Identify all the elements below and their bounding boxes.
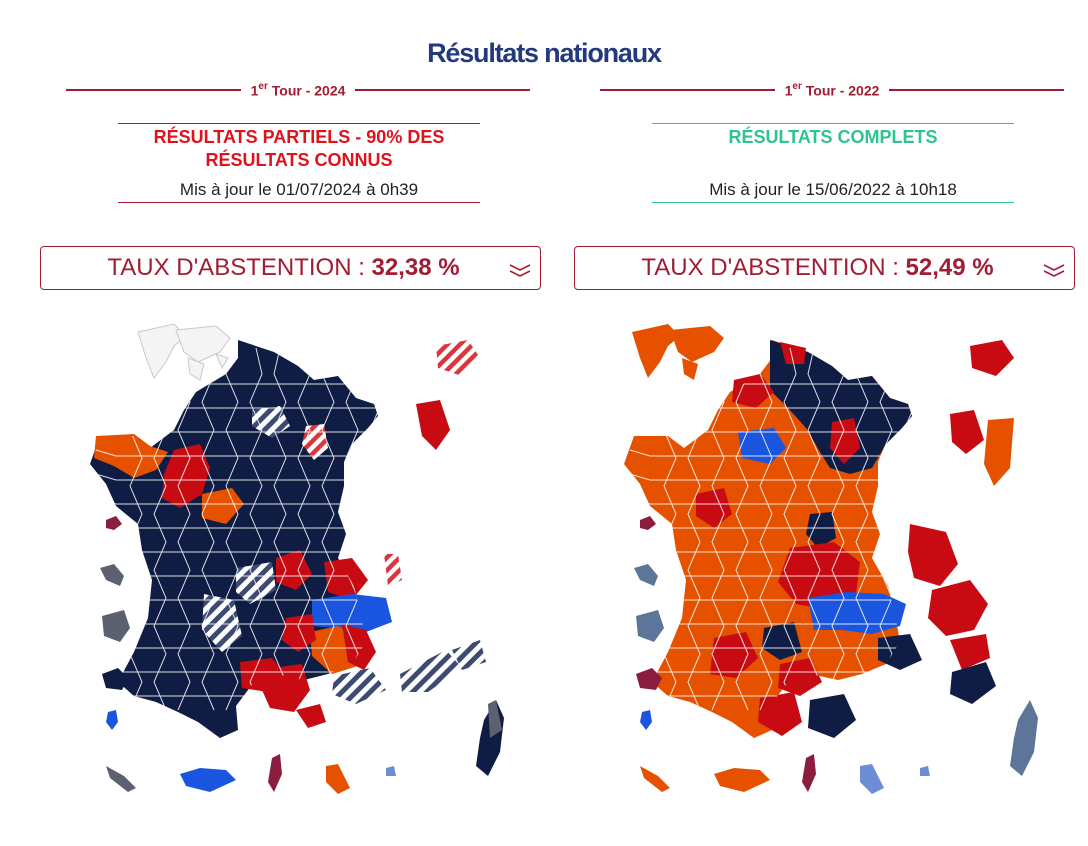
results-status-box: RÉSULTATS COMPLETS Mis à jour le 15/06/2… [652,123,1014,203]
region-red-center[interactable] [276,550,312,590]
overseas-wallis[interactable] [802,754,816,792]
tour-label: 1er Tour - 2024 [250,80,346,99]
region-navy-northeast[interactable] [770,340,912,474]
region-hatched-east[interactable] [452,640,486,670]
overseas-polynesie[interactable] [714,768,770,792]
overseas-territories[interactable] [100,516,396,794]
abstention-rate: TAUX D'ABSTENTION : 52,49 % [641,254,994,281]
abstention-rate: TAUX D'ABSTENTION : 32,38 % [107,254,460,281]
divider [66,89,241,91]
france-results-map-2024[interactable] [76,318,506,818]
abstention-value: 52,49 % [905,254,994,281]
abstention-toggle[interactable]: TAUX D'ABSTENTION : 52,49 % [574,246,1075,290]
region-red-south-b[interactable] [758,692,802,736]
overseas-mayotte[interactable] [640,710,652,730]
overseas-guadeloupe[interactable] [106,516,122,530]
update-timestamp: Mis à jour le 01/07/2024 à 0h39 [179,180,419,199]
region-hatched-south[interactable] [332,668,386,704]
region-red-center-east[interactable] [324,558,368,600]
region-red-southwest[interactable] [710,632,758,678]
region-red-southwest-d[interactable] [296,704,326,728]
region-hatched-southeast[interactable] [400,650,462,692]
france-results-map-2022[interactable] [610,318,1040,818]
overseas-wallis[interactable] [268,754,282,792]
tour-header-2024: 1er Tour - 2024 [66,79,531,101]
abstention-toggle[interactable]: TAUX D'ABSTENTION : 32,38 % [40,246,541,290]
region-navy-riviera[interactable] [950,662,996,704]
overseas-reunion[interactable] [636,668,662,690]
overseas-spm[interactable] [860,764,884,794]
region-blue-normandy[interactable] [738,428,786,464]
divider [600,89,775,91]
results-status: RÉSULTATS PARTIELS - 90% DES RÉSULTATS C… [153,127,445,170]
region-red-northeast[interactable] [950,410,984,454]
overseas-guadeloupe[interactable] [640,516,656,530]
overseas-nouvelle-caledonie[interactable] [106,766,136,792]
overseas-nouvelle-caledonie[interactable] [640,766,670,792]
chevron-down-icon [509,264,531,277]
region-navy-south-c[interactable] [808,694,856,738]
abstention-value: 32,38 % [371,254,460,281]
region-navy-south-b[interactable] [878,634,922,670]
overseas-mayotte[interactable] [106,710,118,730]
region-hatched-coast[interactable] [202,594,242,652]
region-red-west[interactable] [696,488,732,528]
region-orange-alsace[interactable] [984,418,1014,486]
region-navy-center[interactable] [806,512,836,548]
overseas-saint-martin[interactable] [386,766,396,776]
region-red-south-east-b[interactable] [950,634,990,670]
overseas-territories[interactable] [634,516,930,794]
overseas-martinique[interactable] [634,564,658,586]
divider [355,89,531,91]
overseas-polynesie[interactable] [180,768,236,792]
overseas-saint-martin[interactable] [920,766,930,776]
results-column-2024: 1er Tour - 2024 RÉSULTATS PARTIELS - 90%… [36,0,546,846]
results-status-box: RÉSULTATS PARTIELS - 90% DES RÉSULTATS C… [118,123,480,203]
region-hatched-northeast[interactable] [436,340,480,376]
region-red-north[interactable] [780,342,806,364]
region-red-northeast-tip[interactable] [970,340,1014,376]
region-red-west[interactable] [162,444,210,508]
page-title: Résultats nationaux [427,38,662,68]
world-inset-icon[interactable] [632,324,724,380]
region-hatched-center[interactable] [384,554,402,586]
results-status: RÉSULTATS COMPLETS [728,127,938,147]
region-red-east[interactable] [908,524,958,586]
region-navy-south[interactable] [762,622,802,660]
overseas-spm[interactable] [326,764,350,794]
region-red-southeast[interactable] [928,580,988,636]
divider [889,89,1065,91]
tour-header-2022: 1er Tour - 2022 [600,79,1065,101]
update-timestamp: Mis à jour le 15/06/2022 à 10h18 [709,180,957,199]
overseas-guyane[interactable] [636,610,664,642]
tour-label: 1er Tour - 2022 [784,80,880,99]
region-orange-west[interactable] [202,488,244,524]
overseas-reunion[interactable] [102,668,128,690]
region-blue-center[interactable] [808,592,906,634]
region-corsica-north[interactable] [488,700,502,738]
results-column-2022: 1er Tour - 2022 RÉSULTATS COMPLETS Mis à… [570,0,1080,846]
region-red-southwest-c[interactable] [262,664,310,712]
overseas-martinique[interactable] [100,564,124,586]
region-red-northeast[interactable] [416,400,450,450]
region-red-paris[interactable] [830,418,860,464]
overseas-guyane[interactable] [102,610,130,642]
region-corsica[interactable] [1010,700,1038,776]
chevron-down-icon [1043,264,1065,277]
world-inset-icon[interactable] [137,323,231,381]
region-red-south-a[interactable] [778,658,822,696]
